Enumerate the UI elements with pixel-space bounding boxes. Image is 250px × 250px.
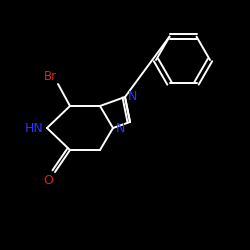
Text: O: O (43, 174, 53, 187)
Text: N: N (128, 90, 138, 104)
Text: Br: Br (44, 70, 57, 83)
Text: N: N (116, 122, 126, 134)
Text: HN: HN (25, 122, 44, 134)
